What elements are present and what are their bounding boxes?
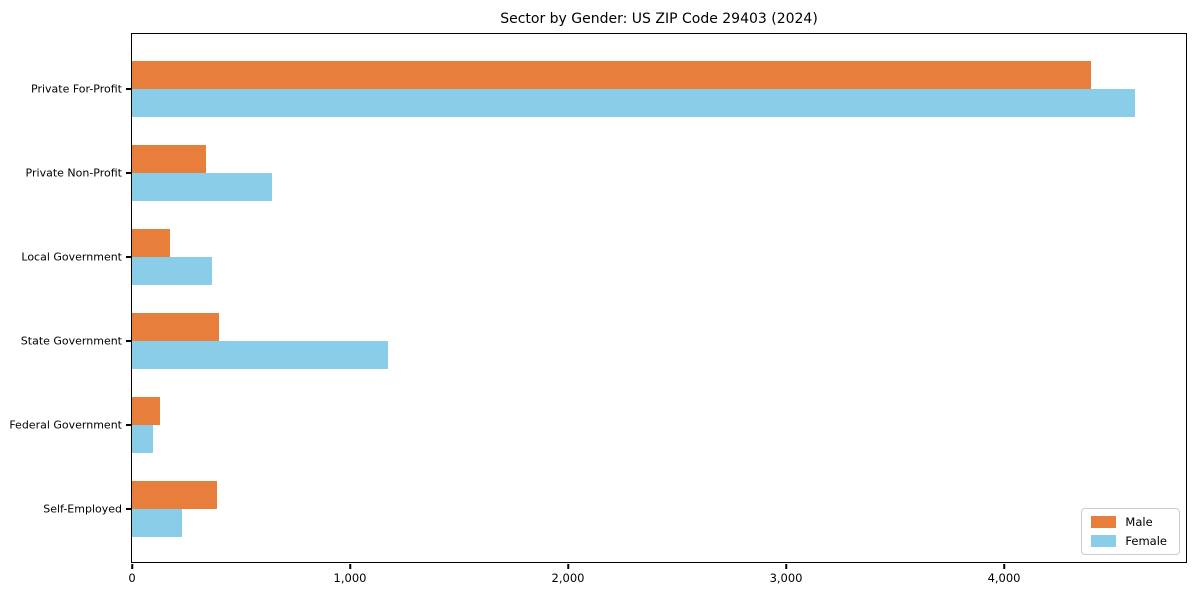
- x-tick: [567, 563, 569, 569]
- x-axis-label-4-000: 4,000: [987, 571, 1021, 585]
- bar-female-private-non-profit: [132, 173, 272, 201]
- y-tick: [125, 424, 131, 426]
- x-axis-label-3-000: 3,000: [769, 571, 803, 585]
- bar-female-self-employed: [132, 509, 183, 537]
- legend-label-female: Female: [1125, 534, 1167, 548]
- bar-female-private-for-profit: [132, 89, 1135, 117]
- chart-title: Sector by Gender: US ZIP Code 29403 (202…: [500, 11, 818, 27]
- bar-male-federal-government: [132, 397, 161, 425]
- bar-male-local-government: [132, 229, 171, 257]
- bar-male-self-employed: [132, 481, 218, 509]
- y-axis-label-local-government: Local Government: [21, 250, 122, 264]
- x-axis-label-1-000: 1,000: [333, 571, 367, 585]
- bar-male-private-non-profit: [132, 145, 207, 173]
- bar-female-federal-government: [132, 425, 153, 453]
- bar-male-state-government: [132, 313, 220, 341]
- x-axis-label-2-000: 2,000: [551, 571, 585, 585]
- legend-label-male: Male: [1125, 515, 1153, 529]
- y-axis-label-self-employed: Self-Employed: [43, 502, 122, 516]
- x-tick: [131, 563, 133, 569]
- y-axis-label-private-for-profit: Private For-Profit: [31, 82, 122, 96]
- bar-female-state-government: [132, 341, 389, 369]
- y-axis-label-state-government: State Government: [20, 334, 122, 348]
- legend-item-male: Male: [1091, 516, 1167, 528]
- y-tick: [125, 508, 131, 510]
- plot-area: Private For-Profit Private Non-Profit Loca…: [9, 33, 1187, 585]
- y-tick: [125, 256, 131, 258]
- legend-swatch-male: [1091, 516, 1117, 528]
- x-axis-label-0: 0: [128, 571, 136, 585]
- x-tick: [1003, 563, 1005, 569]
- x-tick: [349, 563, 351, 569]
- y-tick: [125, 88, 131, 90]
- y-axis-label-private-non-profit: Private Non-Profit: [25, 166, 122, 180]
- legend: Male Female: [1081, 508, 1180, 555]
- x-tick: [785, 563, 787, 569]
- y-axis-label-federal-government: Federal Government: [9, 418, 122, 432]
- legend-swatch-female: [1091, 535, 1117, 547]
- bar-male-private-for-profit: [132, 61, 1092, 89]
- y-tick: [125, 340, 131, 342]
- legend-item-female: Female: [1091, 535, 1167, 547]
- y-tick: [125, 172, 131, 174]
- bar-female-local-government: [132, 257, 212, 285]
